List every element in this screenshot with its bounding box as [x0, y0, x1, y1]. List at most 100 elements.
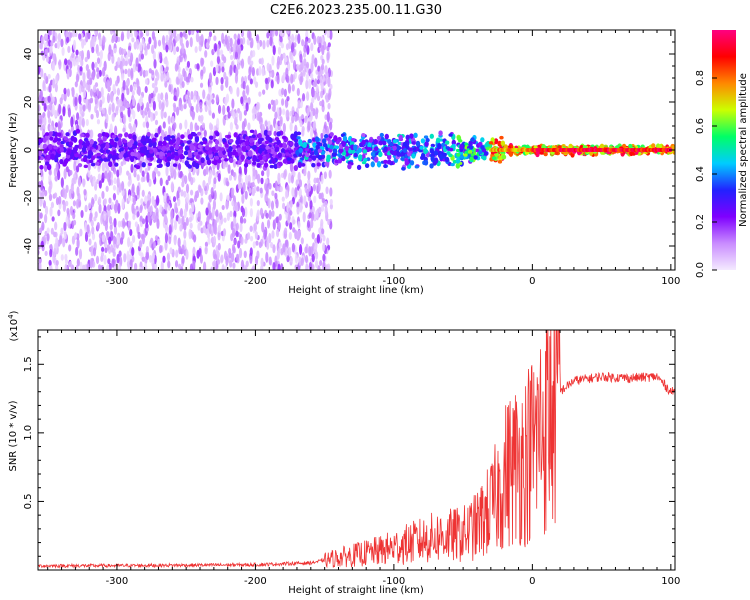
heatmap-cell — [194, 122, 198, 132]
heatmap-cell — [117, 36, 121, 43]
heatmap-cell — [279, 30, 284, 37]
heatmap-cell — [305, 61, 310, 69]
heatmap-cell — [329, 187, 333, 197]
heatmap-cell — [241, 207, 246, 218]
heatmap-cell — [320, 63, 325, 71]
heatmap-cell — [246, 38, 250, 46]
heatmap-cell — [110, 244, 114, 253]
heatmap-cell — [539, 151, 544, 155]
heatmap-cell — [191, 110, 195, 121]
heatmap-cell — [299, 202, 303, 213]
heatmap-cell — [182, 31, 186, 38]
heatmap-cell — [247, 74, 251, 81]
heatmap-cell — [296, 206, 300, 215]
heatmap-cell — [259, 207, 264, 217]
snr-x-label: Height of straight line (km) — [288, 585, 424, 596]
heatmap-cell — [43, 116, 47, 127]
heatmap-cell — [81, 117, 85, 128]
heatmap-cell — [90, 113, 94, 120]
heatmap-cell — [103, 254, 107, 265]
heatmap-cell — [294, 254, 299, 264]
heatmap-cell — [244, 206, 248, 218]
heatmap-cell — [229, 210, 233, 218]
heatmap-cell — [212, 168, 216, 176]
heatmap-cell — [56, 132, 62, 137]
heatmap-cell — [126, 250, 130, 262]
heatmap-cell — [185, 249, 189, 260]
heatmap-cell — [298, 139, 303, 146]
heatmap-cell — [275, 216, 279, 224]
heatmap-cell — [253, 222, 257, 232]
heatmap-cell — [600, 151, 605, 155]
heatmap-cell — [194, 136, 200, 143]
heatmap-cell — [134, 262, 138, 270]
heatmap-cell — [39, 89, 43, 100]
heatmap-cell — [152, 137, 157, 142]
heatmap-cell — [322, 142, 328, 148]
heatmap-cell — [85, 140, 90, 147]
heatmap-cell — [109, 224, 113, 231]
heatmap-cell — [232, 110, 236, 119]
heatmap-cell — [276, 74, 280, 85]
heatmap-cell — [161, 130, 165, 139]
heatmap-cell — [166, 135, 171, 142]
heatmap-cell — [127, 68, 131, 78]
heatmap-cell — [204, 247, 208, 255]
heatmap-cell — [409, 160, 415, 166]
heatmap-cell — [458, 139, 463, 143]
heatmap-cell — [412, 147, 417, 151]
heatmap-cell — [272, 104, 276, 113]
heatmap-cell — [251, 181, 255, 188]
heatmap-cell — [217, 158, 222, 164]
heatmap-cell — [63, 221, 67, 232]
heatmap-cell — [448, 153, 453, 158]
heatmap-cell — [94, 193, 98, 202]
heatmap-cell — [229, 64, 233, 76]
heatmap-cell — [313, 177, 317, 184]
heatmap-cell — [232, 158, 237, 168]
heatmap-cell — [266, 149, 272, 154]
heatmap-cell — [167, 260, 171, 269]
heatmap-cell — [170, 160, 175, 169]
heatmap-cell — [311, 263, 315, 270]
heatmap-cell — [88, 159, 94, 164]
spectrogram-x-tick-label: -200 — [244, 276, 267, 287]
heatmap-cell — [252, 161, 257, 166]
heatmap-cell — [188, 30, 192, 36]
heatmap-cell — [283, 170, 287, 180]
heatmap-cell — [43, 163, 48, 173]
heatmap-cell — [72, 137, 78, 143]
heatmap-cell — [51, 216, 55, 222]
heatmap-cell — [136, 38, 140, 50]
heatmap-cell — [97, 133, 103, 138]
heatmap-cell — [172, 163, 178, 167]
heatmap-cell — [146, 43, 151, 50]
heatmap-cell — [300, 114, 305, 120]
heatmap-cell — [256, 186, 260, 192]
heatmap-cell — [315, 144, 320, 150]
heatmap-cell — [163, 72, 167, 83]
heatmap-cell — [468, 145, 474, 150]
heatmap-cell — [319, 259, 323, 267]
heatmap-cell — [322, 242, 326, 252]
spectrogram-y-tick-label: -20 — [23, 190, 34, 206]
heatmap-cell — [213, 159, 218, 166]
heatmap-cell — [120, 161, 124, 167]
heatmap-cell — [383, 164, 388, 169]
heatmap-cell — [289, 161, 294, 173]
heatmap-cell — [223, 217, 227, 223]
heatmap-cell — [289, 199, 293, 208]
heatmap-cell — [321, 44, 325, 56]
heatmap-cell — [315, 210, 319, 219]
heatmap-cell — [190, 30, 194, 36]
heatmap-cell — [241, 120, 246, 132]
heatmap-cell — [118, 46, 123, 56]
heatmap-cell — [41, 221, 45, 231]
heatmap-cell — [130, 163, 134, 174]
heatmap-cell — [87, 102, 92, 113]
heatmap-cell — [259, 137, 264, 142]
heatmap-cell — [298, 187, 302, 198]
heatmap-cell — [165, 162, 171, 168]
heatmap-cell — [298, 256, 302, 266]
heatmap-cell — [311, 162, 316, 168]
